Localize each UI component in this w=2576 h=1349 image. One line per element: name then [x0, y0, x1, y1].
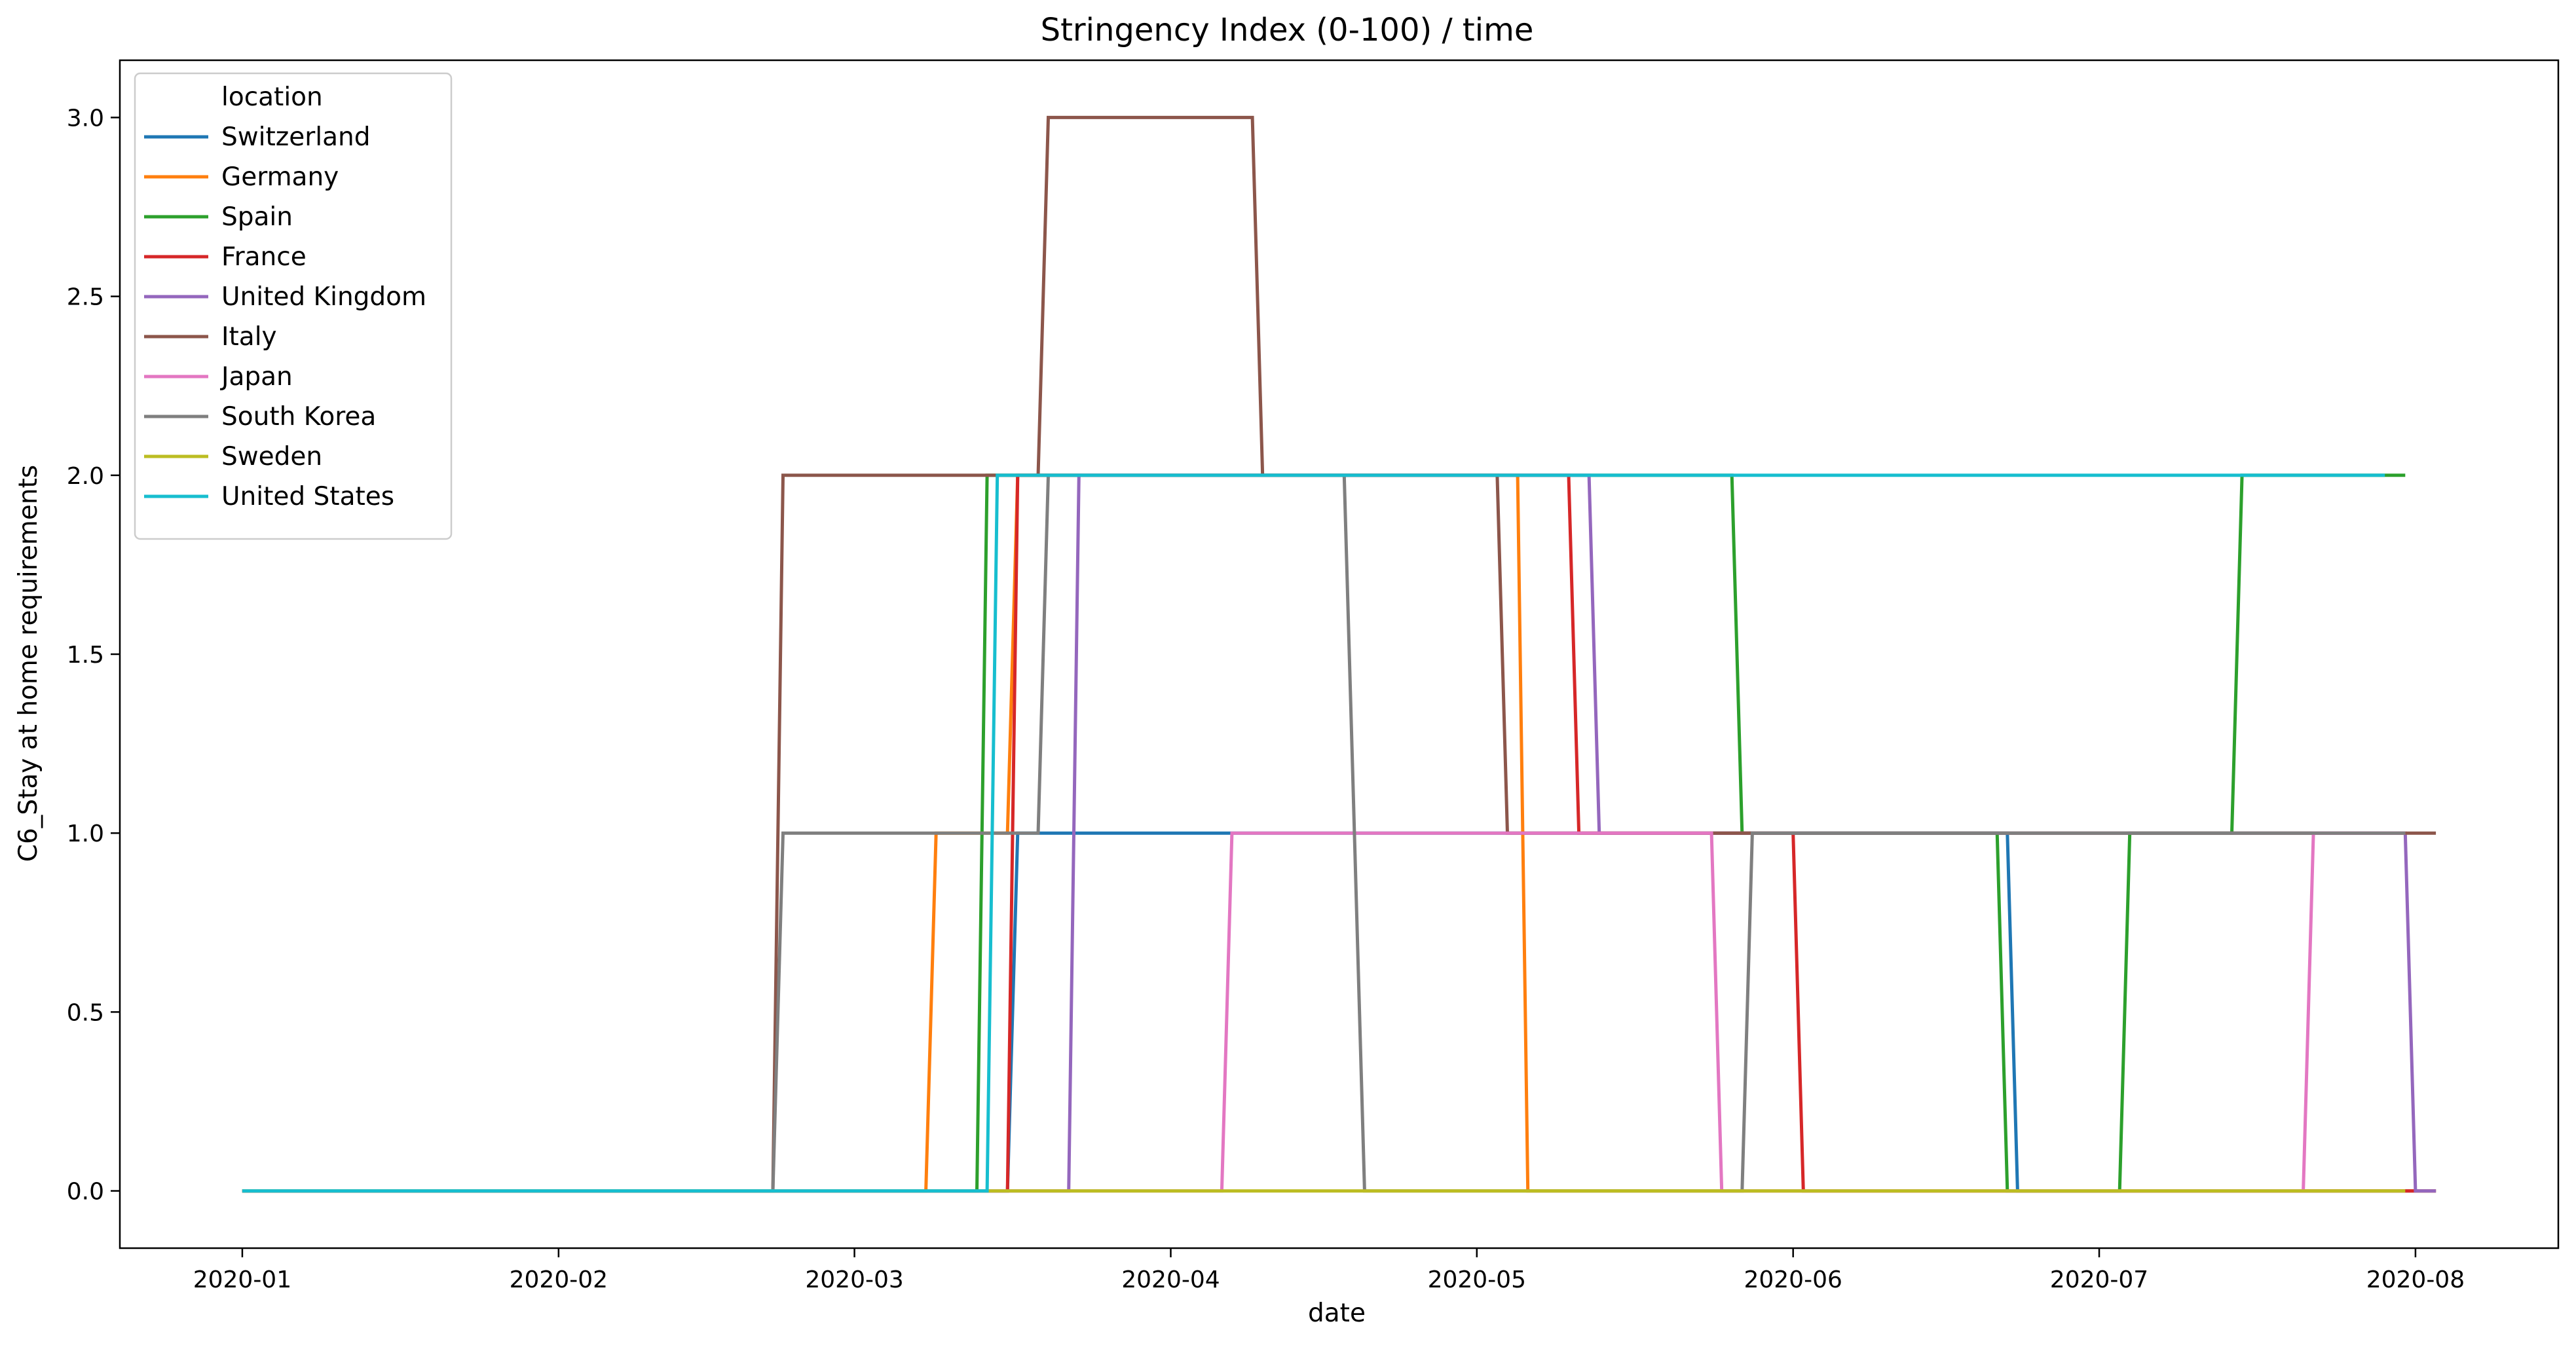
legend-label-france: France [221, 242, 307, 272]
y-tick-label: 2.5 [67, 284, 104, 311]
legend-label-south-korea: South Korea [221, 402, 376, 432]
x-tick-label: 2020-05 [1428, 1266, 1526, 1293]
x-tick-label: 2020-02 [510, 1266, 608, 1293]
y-tick-label: 2.0 [67, 463, 104, 490]
x-tick-label: 2020-08 [2366, 1266, 2465, 1293]
y-tick-label: 0.0 [67, 1179, 104, 1206]
series-line-united-kingdom [242, 473, 2436, 1193]
y-tick-label: 1.0 [67, 821, 104, 847]
series-line-japan [242, 831, 2406, 1193]
y-tick-label: 0.5 [67, 999, 104, 1026]
legend-label-united-kingdom: United Kingdom [221, 282, 426, 312]
series-line-spain [242, 473, 2406, 1193]
x-tick-label: 2020-03 [805, 1266, 903, 1293]
legend: location Switzerland Germany Spain France Uni… [134, 72, 453, 540]
legend-label-spain: Spain [221, 202, 293, 232]
legend-label-japan: Japan [219, 362, 293, 392]
legend-title: location [221, 83, 323, 112]
y-tick-label: 1.5 [67, 642, 104, 669]
legend-label-germany: Germany [221, 162, 339, 192]
x-axis-title: date [1308, 1299, 1366, 1328]
series-line-italy [242, 115, 2436, 1193]
chart-title: Stringency Index (0-100) / time [1041, 12, 1534, 48]
x-tick-label: 2020-04 [1121, 1266, 1220, 1293]
series-line-france [242, 473, 2436, 1193]
legend-label-sweden: Sweden [221, 442, 322, 471]
series-line-united-states [242, 473, 2385, 1193]
legend-label-italy: Italy [221, 322, 277, 352]
legend-label-united-states: United States [221, 482, 394, 511]
series-line-germany [242, 473, 2436, 1193]
x-tick-label: 2020-06 [1744, 1266, 1842, 1293]
x-tick-label: 2020-07 [2050, 1266, 2148, 1293]
x-tick-label: 2020-01 [193, 1266, 291, 1293]
y-tick-label: 3.0 [67, 105, 104, 132]
plot-area: 2020-01 2020-02 2020-03 2020-04 2020-05 2020-… [67, 59, 2560, 1293]
legend-label-switzerland: Switzerland [221, 122, 371, 152]
y-axis-title: C6_Stay at home requirements [14, 465, 43, 862]
legend-box [134, 72, 453, 540]
